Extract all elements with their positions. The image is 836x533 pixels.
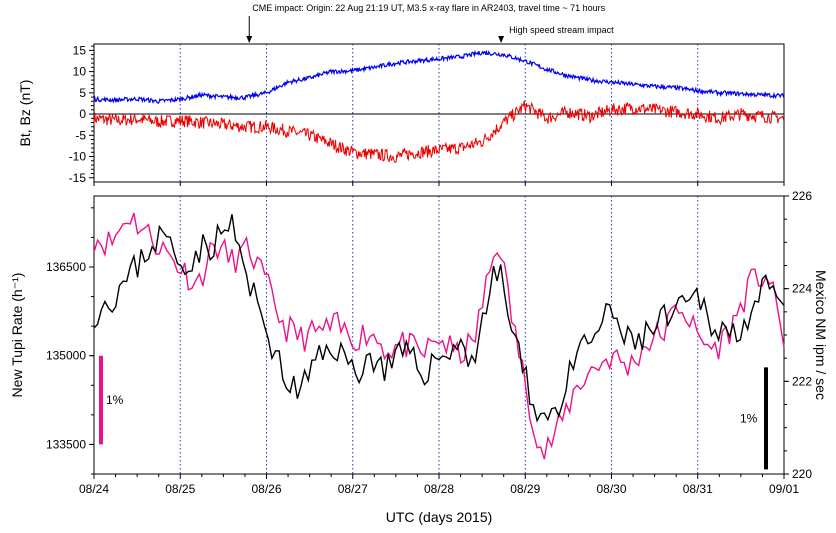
annotation-label: High speed stream impact (509, 25, 614, 35)
x-tick-label: 08/26 (251, 482, 281, 496)
bz-series-line (93, 100, 785, 163)
top-y-tick-label: 10 (73, 65, 87, 79)
left-scale-bar-label: 1% (106, 393, 124, 407)
right-y-tick-label: 226 (792, 189, 812, 203)
top-series-group (93, 49, 785, 163)
annotations-group: CME impact: Origin: 22 Aug 21:19 UT, M3.… (246, 3, 614, 43)
x-tick-label: 08/27 (338, 482, 368, 496)
x-axis-ticks: 08/24 08/25 08/26 08/27 08/28 08/29 08/30 08/31… (79, 474, 799, 496)
bottom-left-y-axis-ticks: 133500 135000 136500 (46, 207, 94, 475)
top-y-tick-label: 5 (79, 86, 86, 100)
bottom-right-y-axis-ticks: 220 222 224 226 (784, 189, 812, 481)
bottom-day-gridlines (179, 196, 699, 474)
x-axis-label: UTC (days 2015) (386, 509, 493, 525)
top-y-tick-label: 15 (73, 43, 87, 57)
right-y-tick-label: 220 (792, 467, 812, 481)
x-tick-label: 08/28 (424, 482, 454, 496)
bt-series-line (93, 49, 785, 104)
bottom-series-group (93, 212, 785, 460)
annotation-label: CME impact: Origin: 22 Aug 21:19 UT, M3.… (252, 3, 605, 13)
right-y-tick-label: 222 (792, 374, 812, 388)
right-y-axis-label: Mexico NM ipm / sec (813, 270, 829, 400)
x-tick-label: 08/24 (79, 482, 109, 496)
left-y-tick-label: 135000 (46, 349, 86, 363)
mexico-series-line (93, 214, 785, 423)
left-y-tick-label: 136500 (46, 260, 86, 274)
x-tick-label: 08/30 (596, 482, 626, 496)
x-tick-label: 08/31 (683, 482, 713, 496)
tupi-series-line (93, 212, 785, 460)
top-y-tick-label: -15 (69, 171, 87, 185)
top-panel: 15 10 5 0 -5 -10 -15 Bt, Bz (nT) CME impact: O… (17, 3, 785, 186)
x-tick-label: 08/29 (510, 482, 540, 496)
annotation-arrowhead (246, 36, 253, 43)
x-tick-label: 08/25 (165, 482, 195, 496)
right-y-tick-label: 224 (792, 282, 812, 296)
left-y-tick-label: 133500 (46, 437, 86, 451)
top-day-gridlines (179, 44, 699, 182)
left-y-axis-label: New Tupi Rate (h⁻¹) (9, 273, 25, 398)
top-y-tick-label: 0 (79, 107, 86, 121)
x-tick-label: 09/01 (769, 482, 799, 496)
top-y-axis-label: Bt, Bz (nT) (17, 80, 33, 147)
top-y-axis-ticks: 15 10 5 0 -5 -10 -15 (69, 43, 785, 186)
top-y-tick-label: -10 (69, 150, 87, 164)
right-scale-bar-label: 1% (740, 411, 758, 425)
annotation-arrowhead (498, 36, 505, 43)
scale-bars-group: 1% 1% (99, 355, 768, 470)
top-y-tick-label: -5 (75, 128, 86, 142)
